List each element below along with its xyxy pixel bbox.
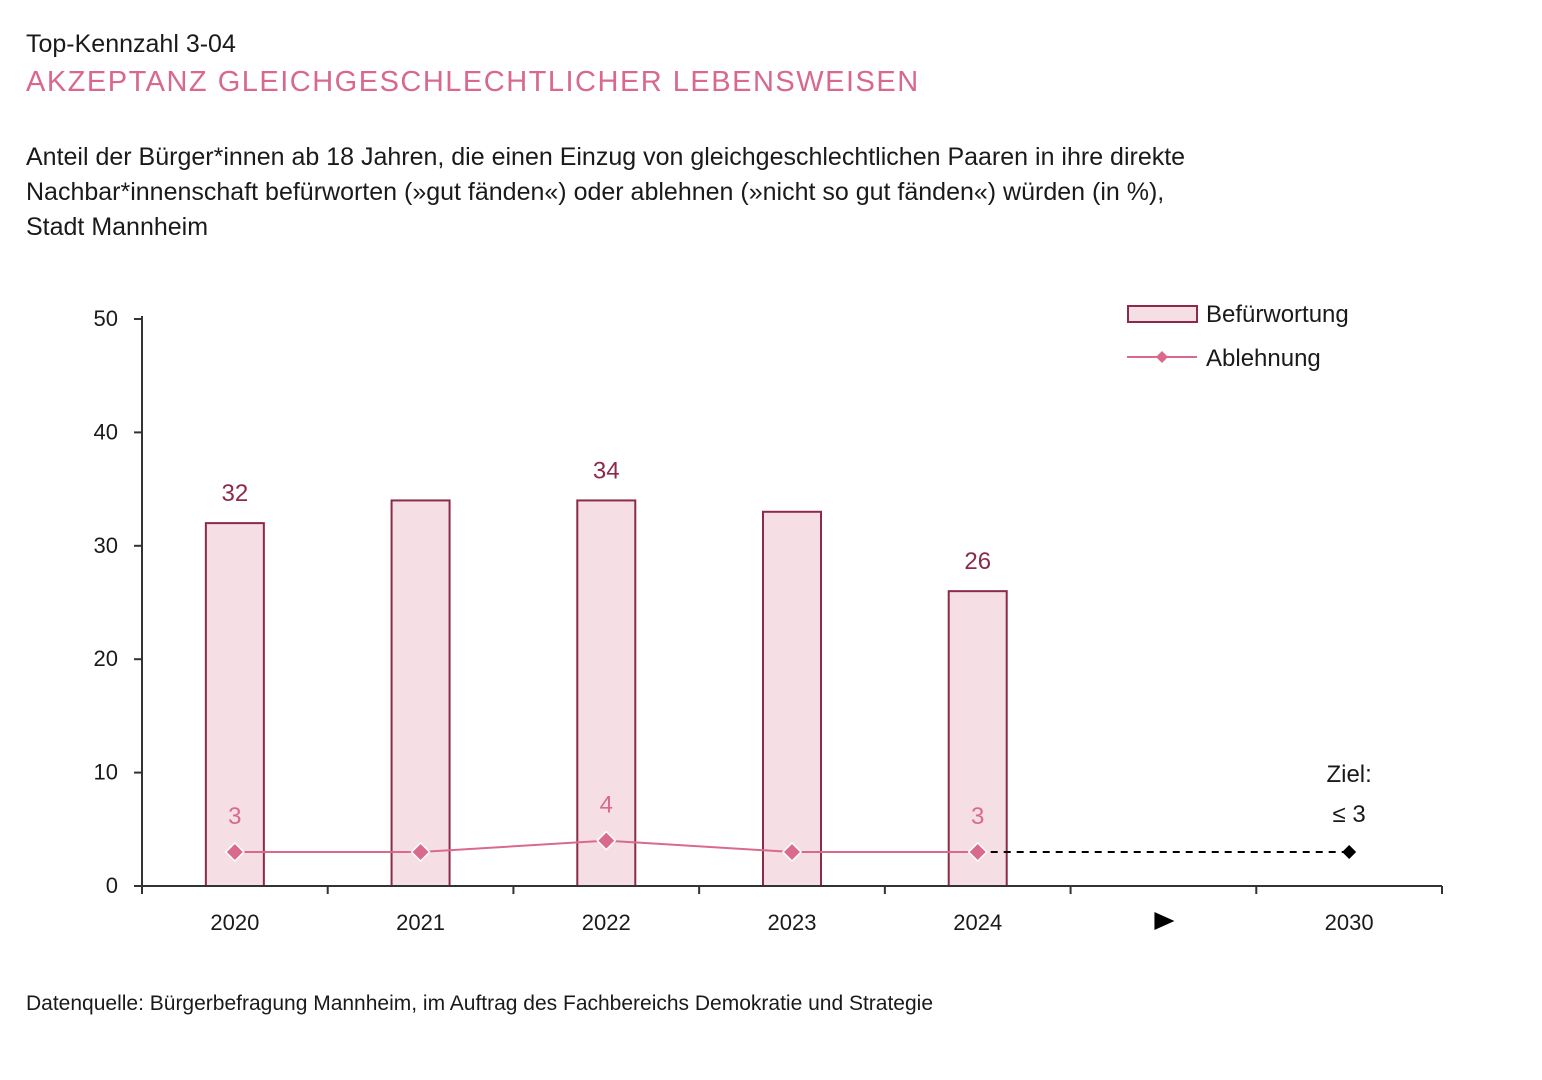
ablehnung-marker bbox=[410, 841, 431, 863]
line-value-label: 4 bbox=[600, 792, 613, 819]
bar-value-label: 26 bbox=[964, 548, 991, 575]
legend-label: Befürwortung bbox=[1206, 301, 1349, 328]
ablehnung-marker bbox=[224, 841, 245, 863]
y-tick-label: 30 bbox=[94, 533, 118, 558]
kennzahl-label: Top-Kennzahl 3-04 bbox=[26, 30, 236, 58]
x-tick-label: 2022 bbox=[582, 910, 631, 935]
ablehnung-marker bbox=[596, 830, 617, 851]
y-tick-label: 0 bbox=[106, 873, 118, 898]
legend-diamond-icon bbox=[1156, 351, 1168, 363]
target-value-label: ≤ 3 bbox=[1333, 801, 1366, 828]
y-tick-label: 10 bbox=[94, 760, 118, 785]
y-tick-label: 20 bbox=[94, 646, 118, 671]
legend-label: Ablehnung bbox=[1206, 345, 1321, 372]
bar-2024 bbox=[947, 590, 1008, 887]
arrow-icon bbox=[1154, 912, 1175, 930]
bar-2022 bbox=[576, 499, 637, 887]
legend-bar-swatch bbox=[1127, 305, 1198, 323]
ablehnung-marker bbox=[967, 841, 988, 863]
bar-2021 bbox=[390, 499, 451, 887]
x-tick-label: 2030 bbox=[1325, 910, 1374, 935]
chart-title: AKZEPTANZ GLEICHGESCHLECHTLICHER LEBENSW… bbox=[26, 66, 920, 98]
subtitle-line: Nachbar*innenschaft befürworten (»gut fä… bbox=[26, 178, 1165, 206]
bar-2020 bbox=[204, 522, 265, 887]
line-value-label: 3 bbox=[971, 803, 984, 830]
y-tick-label: 40 bbox=[94, 419, 118, 444]
target-marker bbox=[1342, 844, 1357, 859]
y-tick-label: 50 bbox=[94, 306, 118, 331]
subtitle-line: Stadt Mannheim bbox=[26, 213, 209, 241]
target-label: Ziel: bbox=[1326, 761, 1371, 788]
x-tick-label: 2024 bbox=[953, 910, 1002, 935]
bar-value-label: 32 bbox=[222, 480, 249, 507]
data-source: Datenquelle: Bürgerbefragung Mannheim, i… bbox=[26, 992, 934, 1015]
x-tick-label: 2021 bbox=[396, 910, 445, 935]
line-value-label: 3 bbox=[228, 803, 241, 830]
bar-value-label: 34 bbox=[593, 457, 620, 484]
x-tick-label: 2020 bbox=[210, 910, 259, 935]
bar-2023 bbox=[762, 510, 822, 887]
ablehnung-marker bbox=[781, 841, 803, 863]
x-tick-label: 2023 bbox=[768, 910, 817, 935]
subtitle-line: Anteil der Bürger*innen ab 18 Jahren, di… bbox=[26, 143, 1186, 171]
chart-subtitle: Anteil der Bürger*innen ab 18 Jahren, di… bbox=[26, 140, 1326, 245]
